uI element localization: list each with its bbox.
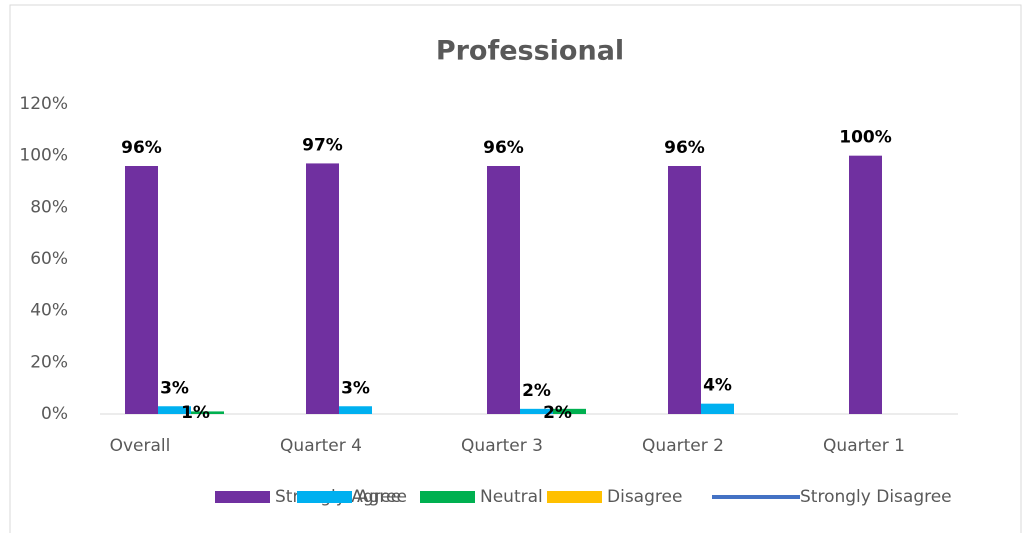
- bar: [125, 166, 158, 414]
- bar: [701, 403, 734, 414]
- x-tick-label: Overall: [110, 436, 171, 456]
- legend-label: Agree: [357, 487, 407, 507]
- legend-label: Neutral: [480, 487, 543, 507]
- x-tick-label: Quarter 2: [642, 436, 724, 456]
- value-label: 3%: [160, 378, 189, 398]
- bar: [520, 408, 553, 414]
- legend-swatch: [297, 491, 352, 503]
- value-label: 4%: [703, 376, 732, 396]
- x-tick-label: Quarter 3: [461, 436, 543, 456]
- bar: [487, 166, 520, 414]
- bar: [553, 408, 586, 414]
- bar: [849, 155, 882, 414]
- x-tick-label: Quarter 4: [280, 436, 362, 456]
- bar: [306, 163, 339, 414]
- value-label: 3%: [341, 378, 370, 398]
- value-label: 2%: [543, 403, 572, 423]
- legend-swatch: [420, 491, 475, 503]
- legend-swatch: [547, 491, 602, 503]
- y-tick-label: 40%: [30, 301, 68, 321]
- bar: [191, 411, 224, 414]
- x-tick-label: Quarter 1: [823, 436, 905, 456]
- y-tick-label: 80%: [30, 197, 68, 217]
- y-tick-label: 100%: [19, 146, 68, 166]
- bar: [158, 406, 191, 414]
- chart-title: Professional: [436, 36, 624, 67]
- y-tick-label: 60%: [30, 249, 68, 269]
- legend-label: Strongly Disagree: [800, 487, 952, 507]
- value-label: 100%: [839, 128, 892, 148]
- legend-swatch: [215, 491, 270, 503]
- bar: [668, 166, 701, 414]
- value-label: 1%: [181, 403, 210, 423]
- value-label: 96%: [483, 138, 524, 158]
- bar: [339, 406, 372, 414]
- value-label: 96%: [664, 138, 705, 158]
- y-tick-label: 0%: [41, 404, 68, 424]
- y-tick-label: 120%: [19, 94, 68, 114]
- value-label: 2%: [522, 381, 551, 401]
- value-label: 96%: [121, 138, 162, 158]
- legend-label: Disagree: [607, 487, 682, 507]
- y-tick-label: 20%: [30, 352, 68, 372]
- value-label: 97%: [302, 135, 343, 155]
